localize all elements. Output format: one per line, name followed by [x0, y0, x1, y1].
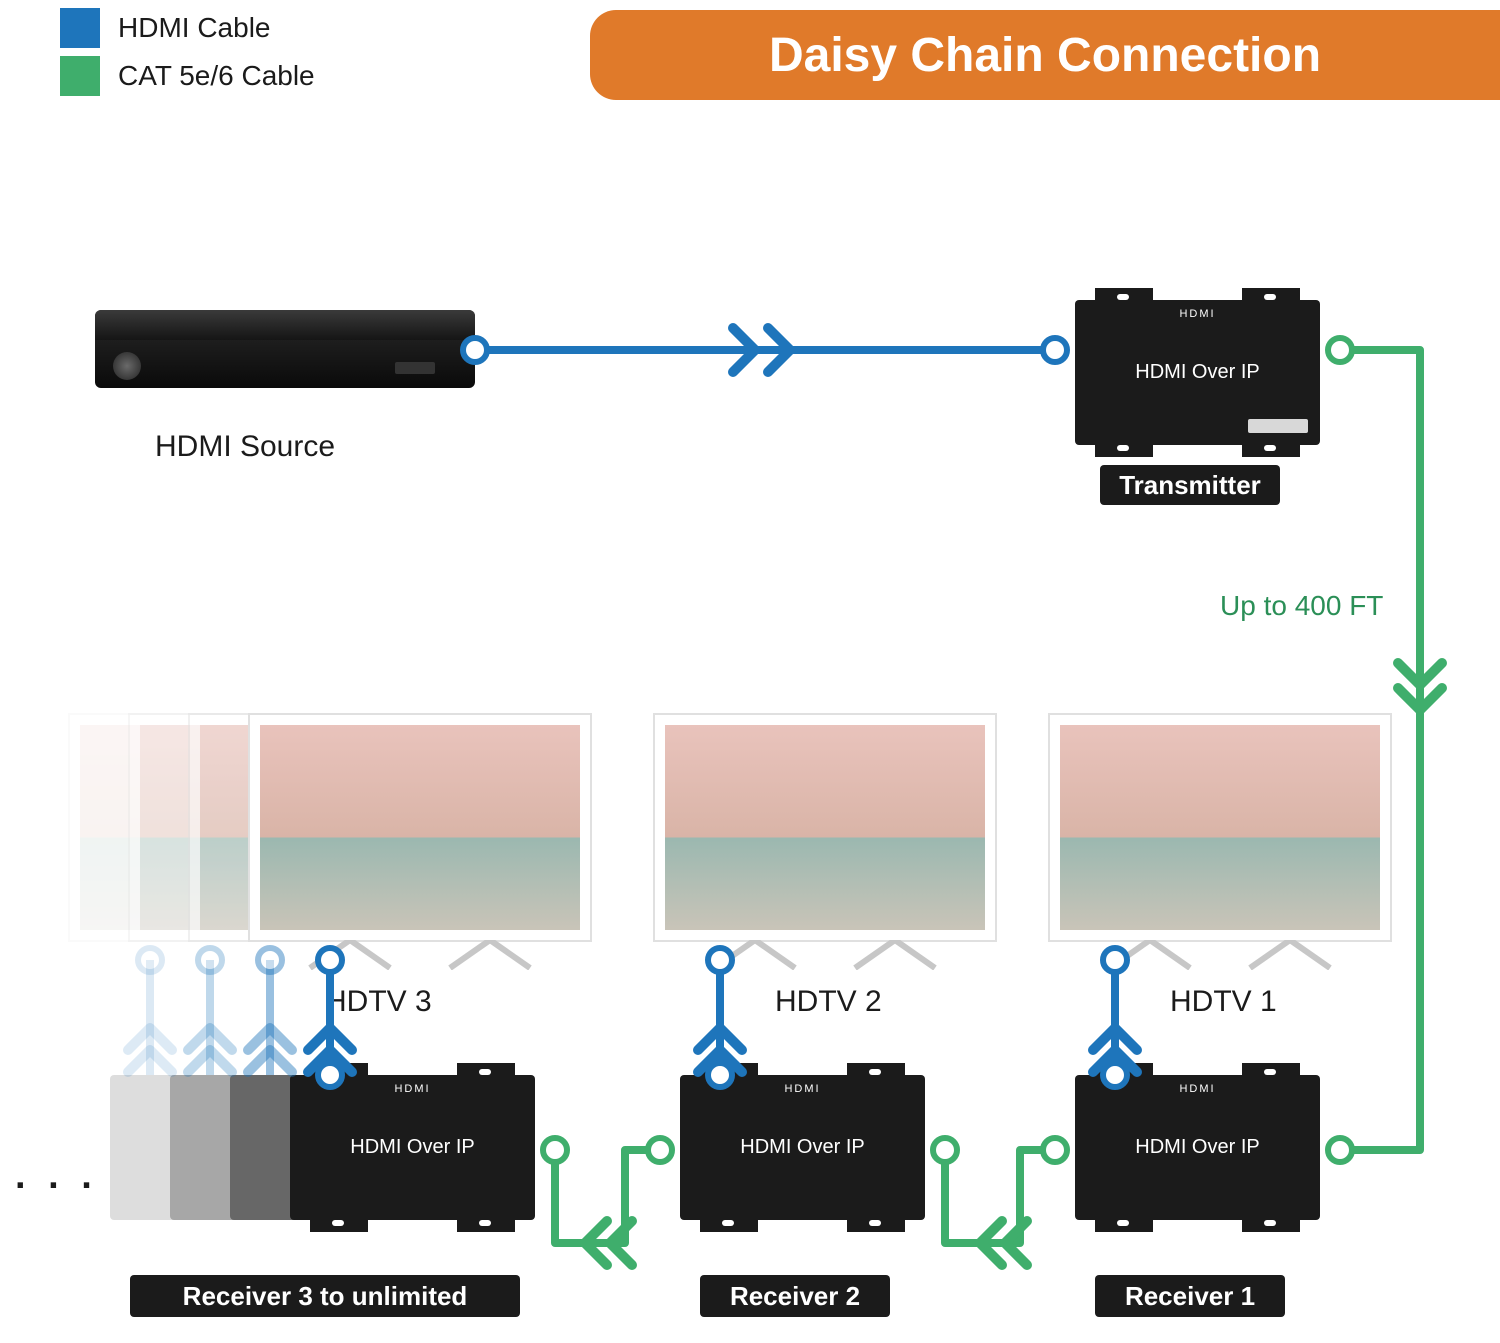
- hdtv-1-stand: [1050, 940, 1390, 970]
- hdtv-2: [655, 715, 995, 940]
- legend-label-hdmi: HDMI Cable: [118, 12, 270, 44]
- hdtv-3-label: HDTV 3: [325, 985, 432, 1019]
- hdtv-1-label: HDTV 1: [1170, 985, 1277, 1019]
- hdtv-1: [1050, 715, 1390, 940]
- title-text: Daisy Chain Connection: [769, 28, 1321, 83]
- device-text: HDMI Over IP: [350, 1136, 474, 1159]
- hdmi-port-label: HDMI: [1179, 1083, 1215, 1095]
- transmitter-label-text: Transmitter: [1119, 470, 1261, 501]
- title-banner: Daisy Chain Connection: [590, 10, 1500, 100]
- hdmi-port-label: HDMI: [394, 1083, 430, 1095]
- transmitter: HDMI HDMI Over IP: [1075, 300, 1320, 445]
- receiver-1: HDMI HDMI Over IP: [1075, 1075, 1320, 1220]
- device-text: HDMI Over IP: [740, 1136, 864, 1159]
- hdtv-3-stand: [250, 940, 590, 970]
- continuation-dots: . . .: [15, 1155, 98, 1198]
- legend: HDMI Cable CAT 5e/6 Cable: [60, 8, 315, 96]
- receiver-3: HDMI HDMI Over IP: [290, 1075, 535, 1220]
- receiver-1-label: Receiver 1: [1095, 1275, 1285, 1317]
- transmitter-label: Transmitter: [1100, 465, 1280, 505]
- legend-swatch-cat: [60, 56, 100, 96]
- hdtv-2-stand: [655, 940, 995, 970]
- legend-label-cat: CAT 5e/6 Cable: [118, 60, 315, 92]
- source-label: HDMI Source: [155, 430, 335, 464]
- hdmi-port-label: HDMI: [784, 1083, 820, 1095]
- legend-swatch-hdmi: [60, 8, 100, 48]
- hdmi-port-label: HDMI: [1179, 308, 1215, 320]
- device-text: HDMI Over IP: [1135, 1136, 1259, 1159]
- receiver-2-label-text: Receiver 2: [730, 1281, 860, 1312]
- receiver-3-label: Receiver 3 to unlimited: [130, 1275, 520, 1317]
- hdtv-2-label: HDTV 2: [775, 985, 882, 1019]
- device-text: HDMI Over IP: [1135, 361, 1259, 384]
- receiver-3-label-text: Receiver 3 to unlimited: [183, 1281, 468, 1312]
- hdtv-3: [250, 715, 590, 940]
- receiver-2-label: Receiver 2: [700, 1275, 890, 1317]
- receiver-1-label-text: Receiver 1: [1125, 1281, 1255, 1312]
- distance-label: Up to 400 FT: [1220, 590, 1383, 622]
- receiver-2: HDMI HDMI Over IP: [680, 1075, 925, 1220]
- source-device: [95, 310, 475, 388]
